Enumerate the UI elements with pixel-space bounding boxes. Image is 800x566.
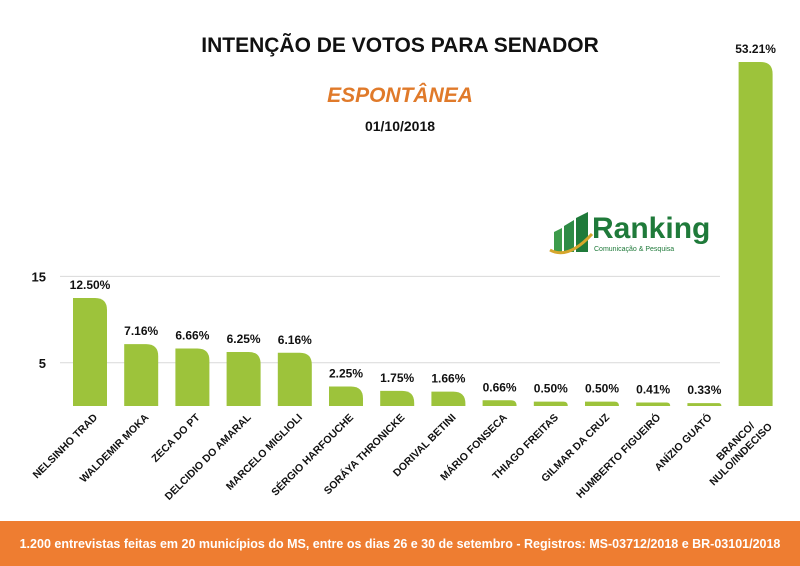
data-label: 6.66% (175, 328, 209, 342)
logo-name: Ranking (592, 212, 711, 245)
y-tick-label: 5 (39, 356, 46, 371)
category-label: HUMBERTO FIGUEIRÓ (573, 411, 663, 501)
data-label: 0.50% (534, 382, 568, 396)
chart-date: 01/10/2018 (364, 118, 436, 134)
data-label: 7.16% (124, 324, 158, 338)
bar (124, 344, 159, 406)
bar (226, 352, 261, 406)
bar (533, 401, 568, 406)
chart-title: INTENÇÃO DE VOTOS PARA SENADOR (201, 34, 599, 57)
bar (329, 386, 363, 406)
data-label: 6.16% (278, 333, 312, 347)
bar (636, 402, 671, 406)
bar (73, 298, 107, 406)
bar (687, 403, 722, 406)
data-label: 12.50% (70, 278, 111, 292)
bar (431, 391, 466, 406)
chart-subtitle: ESPONTÂNEA (327, 84, 473, 107)
logo-bars-icon (549, 212, 594, 255)
y-tick-label: 15 (32, 269, 46, 284)
category-label: DELCIDIO DO AMARAL (163, 411, 255, 503)
category-label: ZECA DO PT (149, 411, 203, 465)
category-label: SÉRGIO HARFOUCHE (269, 411, 357, 499)
data-label: 0.66% (483, 380, 517, 394)
bar (380, 390, 415, 406)
data-label: 1.66% (431, 372, 465, 386)
footer-note: 1.200 entrevistas feitas em 20 município… (0, 521, 800, 566)
bar (585, 401, 619, 406)
ranking-logo: Ranking Comunicação & Pesquisa (548, 212, 710, 262)
bar (175, 348, 210, 406)
data-label: 0.33% (687, 383, 721, 397)
data-label: 1.75% (380, 371, 414, 385)
data-label: 0.50% (585, 382, 619, 396)
bar (277, 352, 312, 406)
logo-tagline: Comunicação & Pesquisa (594, 246, 675, 253)
bar (482, 400, 517, 406)
bar (738, 62, 773, 406)
data-label: 0.41% (636, 382, 670, 396)
data-label: 53.21% (735, 42, 776, 56)
data-label: 6.25% (227, 332, 261, 346)
data-label: 2.25% (329, 367, 363, 381)
